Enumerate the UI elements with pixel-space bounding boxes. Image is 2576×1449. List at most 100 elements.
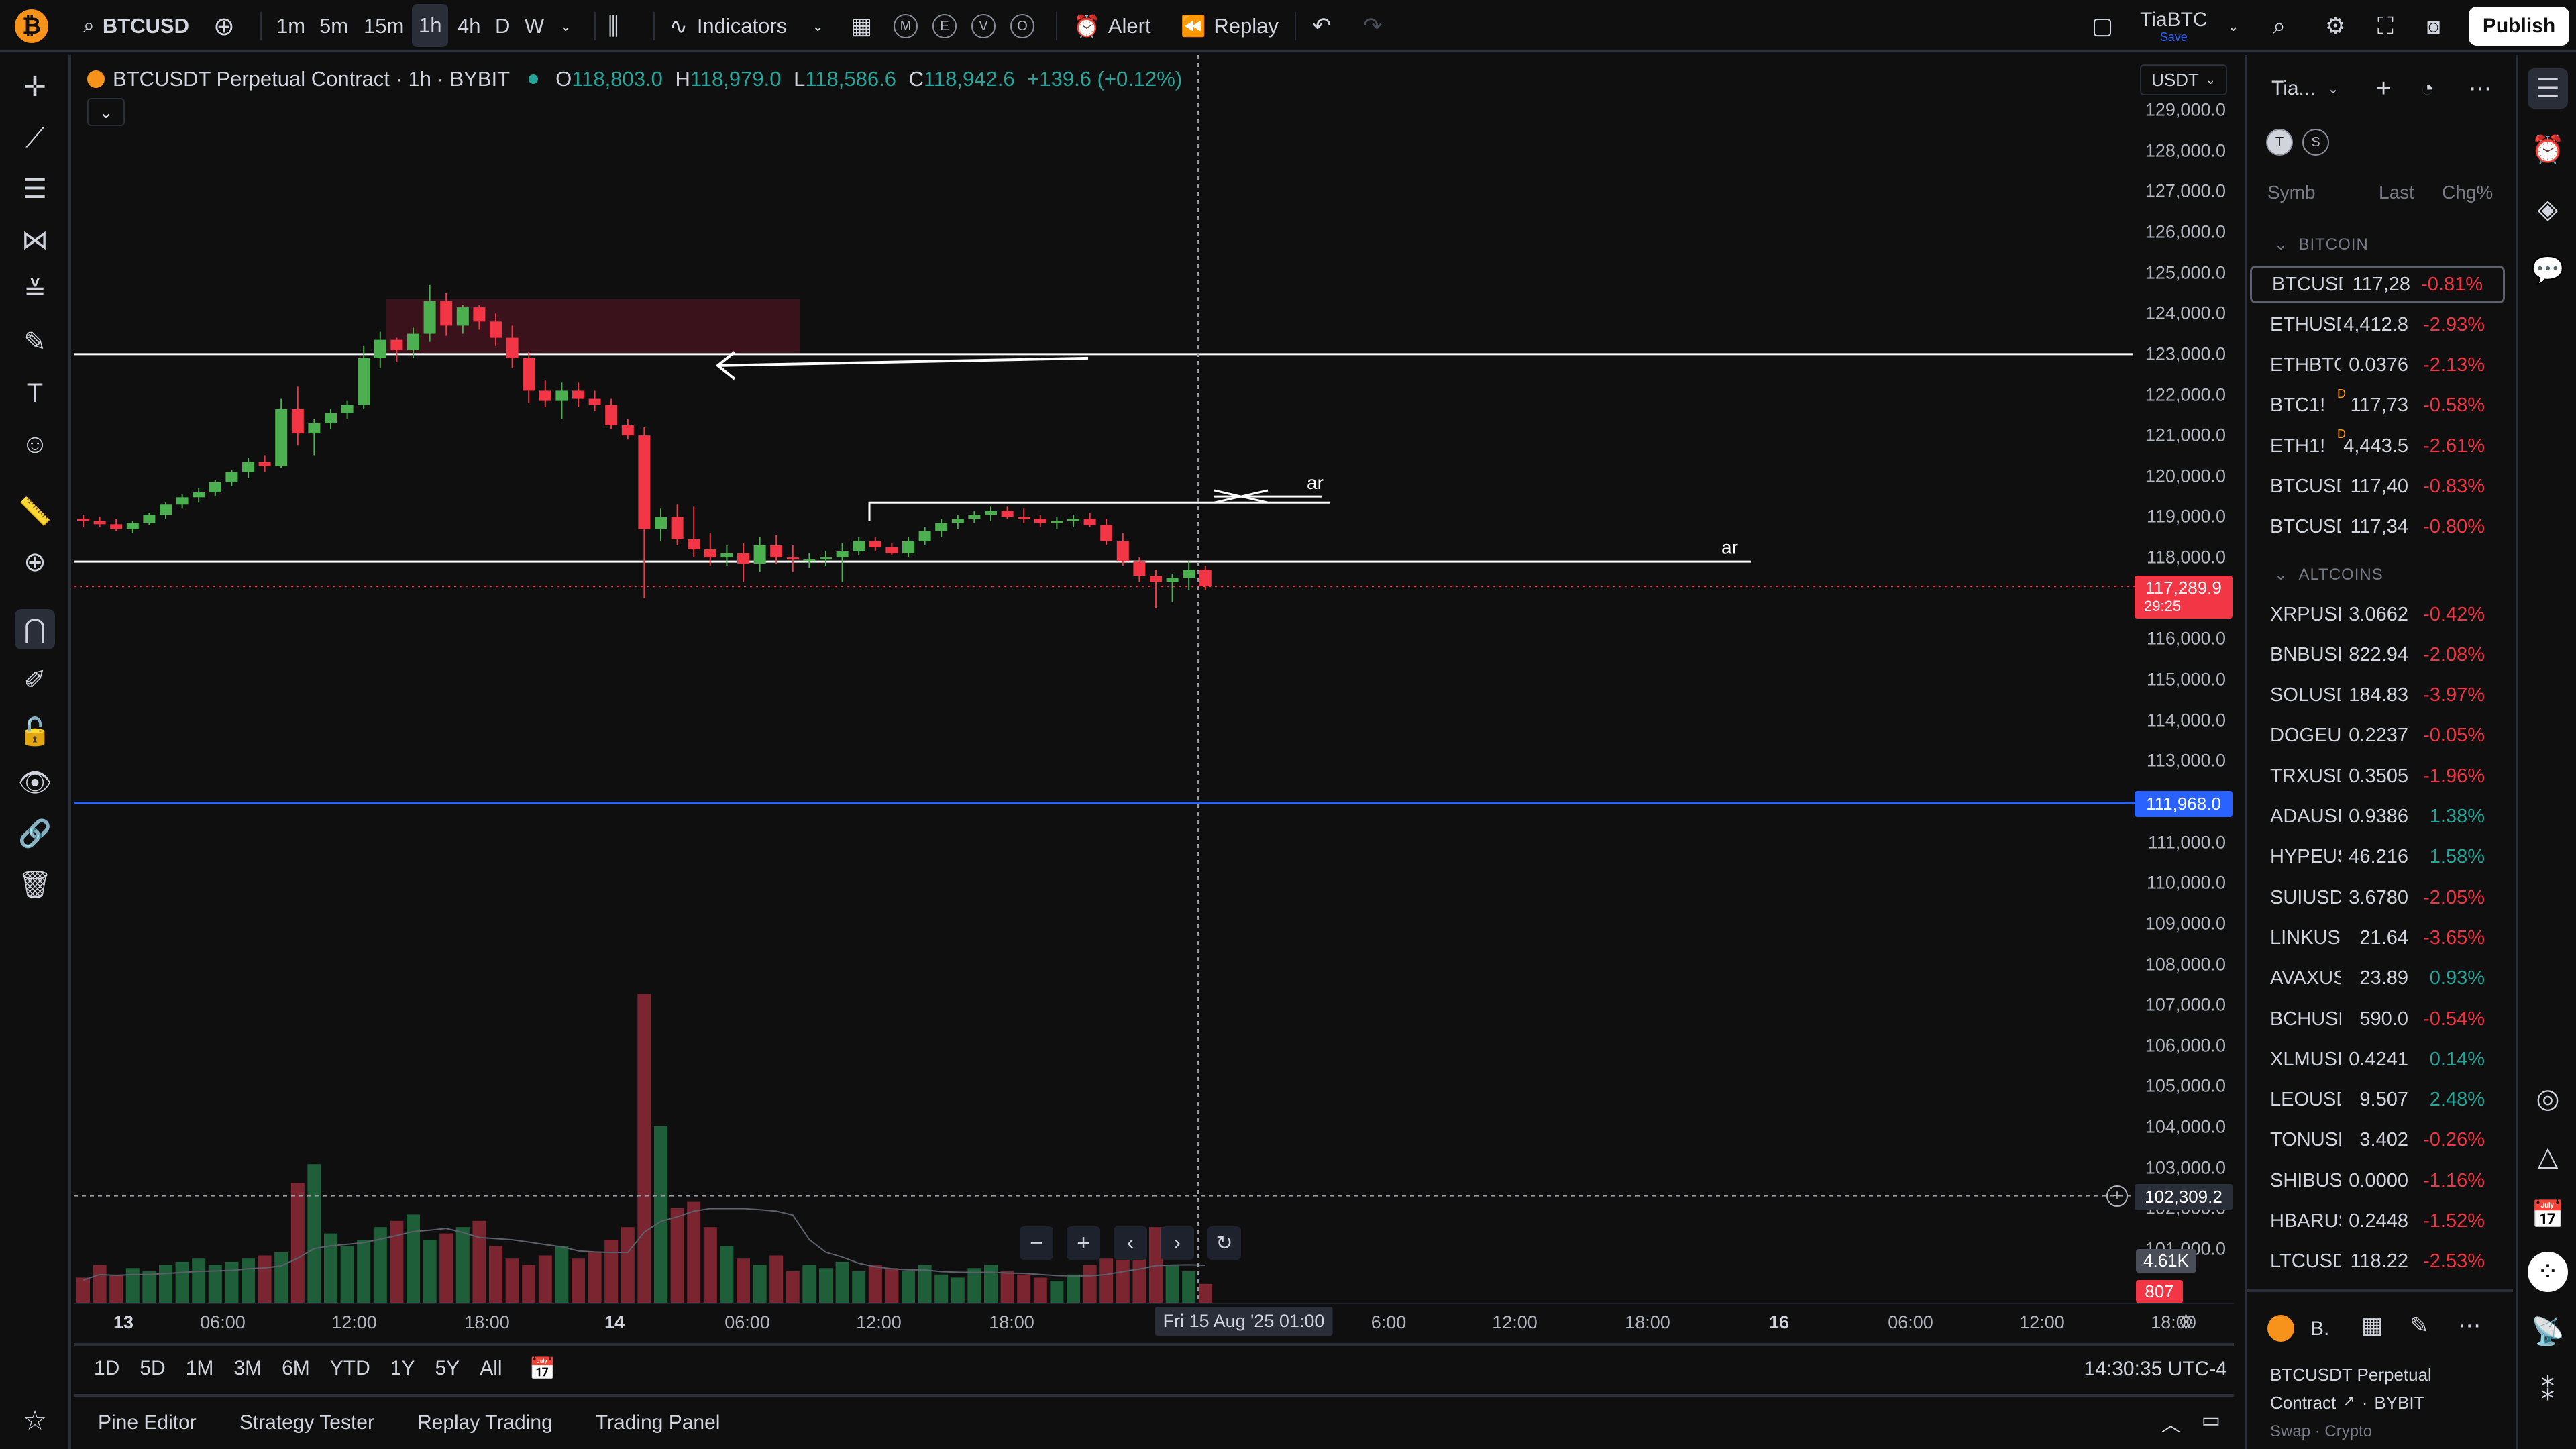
collapse-legend-chevron-down-icon[interactable]: ⌄ <box>87 98 125 126</box>
layouts-grid-icon[interactable]: ▦ <box>851 13 873 39</box>
chart-title[interactable]: BTCUSDT Perpetual Contract · 1h · BYBIT <box>113 67 511 91</box>
tag-s[interactable]: S <box>2302 129 2329 156</box>
lock-drawings-icon[interactable]: 🔓 <box>18 716 52 747</box>
interval-dropdown-icon[interactable]: ⌄ <box>559 17 572 34</box>
section-altcoins[interactable]: ⌄ ALTCOINS <box>2274 566 2383 584</box>
section-bitcoin[interactable]: ⌄ BITCOIN <box>2274 235 2369 254</box>
clock-timezone[interactable]: 14:30:35 UTC-4 <box>2084 1358 2227 1380</box>
watchlist-row[interactable]: ADAUSD 0.9386 1.38% <box>2250 798 2505 836</box>
favorites-star-icon[interactable]: ☆ <box>23 1406 47 1436</box>
indicators-dropdown-icon[interactable]: ⌄ <box>812 17 824 34</box>
chart-type-icon[interactable]: ⫼ <box>608 11 619 40</box>
publish-button[interactable]: Publish <box>2469 7 2569 46</box>
pattern-tool-icon[interactable]: ⋈ <box>21 225 48 255</box>
help-icon[interactable]: ⁑ <box>2541 1377 2555 1406</box>
detail-edit-icon[interactable]: ✎ <box>2410 1313 2429 1338</box>
apps-grid-icon[interactable]: ⁘ <box>2528 1252 2568 1292</box>
range-ytd[interactable]: YTD <box>329 1357 370 1379</box>
interval-d[interactable]: D <box>495 14 511 38</box>
detail-grid-icon[interactable]: ▦ <box>2361 1313 2383 1338</box>
chat-icon[interactable]: 💬 <box>2531 255 2565 285</box>
ideas-triangle-icon[interactable]: △ <box>2537 1142 2559 1171</box>
add-symbol-plus-icon[interactable]: + <box>2376 74 2392 103</box>
trash-icon[interactable]: 🗑 <box>17 869 52 900</box>
interval-1h[interactable]: 1h <box>412 4 449 47</box>
tab-trading-panel[interactable]: Trading Panel <box>595 1411 720 1434</box>
column-change[interactable]: Chg% <box>2442 182 2493 203</box>
price-chart[interactable]: ar ar <box>74 55 2234 1303</box>
replay-button[interactable]: ⏪ Replay <box>1181 0 1279 52</box>
range-5y[interactable]: 5Y <box>435 1357 460 1379</box>
alerts-clock-icon[interactable]: ⏰ <box>2531 134 2565 164</box>
interval-4h[interactable]: 4h <box>458 14 481 38</box>
watchlist-row[interactable]: BTCUSD 117,34 -0.80% <box>2250 508 2505 546</box>
watchlist-row[interactable]: ETH1! D 4,443.5 -2.61% <box>2250 427 2505 465</box>
layout-button-m[interactable]: M <box>894 0 918 52</box>
magnet-tool-icon[interactable]: ⋂ <box>15 609 55 649</box>
tag-t[interactable]: T <box>2266 129 2293 156</box>
interval-5m[interactable]: 5m <box>319 14 349 38</box>
goto-date-calendar-icon[interactable]: 📅 <box>529 1356 556 1381</box>
interval-15m[interactable]: 15m <box>364 14 405 38</box>
settings-gear-icon[interactable]: ⚙ <box>2325 13 2346 39</box>
app-logo-icon[interactable]: ₿ <box>15 9 48 43</box>
watchlist-row[interactable]: HBARUS 0.2448 -1.52% <box>2250 1203 2505 1240</box>
watchlist-row[interactable]: HYPEUS 46.216 1.58% <box>2250 839 2505 876</box>
stay-in-drawing-mode-icon[interactable]: ✐ <box>23 665 46 695</box>
tab-pine-editor[interactable]: Pine Editor <box>98 1411 197 1434</box>
watchlist-icon[interactable]: ☰ <box>2528 68 2568 109</box>
layout-button-v[interactable]: V <box>971 0 996 52</box>
range-5d[interactable]: 5D <box>140 1357 166 1379</box>
watchlist-row[interactable]: TRXUSD 0.3505 -1.96% <box>2250 757 2505 795</box>
currency-selector[interactable]: USDT ⌄ <box>2140 64 2227 95</box>
watchlist-row[interactable]: LEOUSD 9.507 2.48% <box>2250 1081 2505 1119</box>
crosshair-tool-icon[interactable]: ✛ <box>23 72 46 102</box>
zoom-in-button[interactable]: + <box>1067 1226 1100 1260</box>
price-axis[interactable]: 129,000.0 128,000.0 127,000.0 126,000.0 125,… <box>2133 55 2234 1316</box>
range-1m[interactable]: 1M <box>185 1357 214 1379</box>
watchlist-row[interactable]: LINKUSD 21.64 -3.65% <box>2250 919 2505 957</box>
column-last[interactable]: Last <box>2379 182 2414 203</box>
layout-button-e[interactable]: E <box>932 0 957 52</box>
target-icon[interactable]: ◎ <box>2536 1084 2560 1114</box>
undo-icon[interactable]: ↶ <box>1312 13 1332 39</box>
symbol-detail-short[interactable]: B. <box>2310 1318 2330 1340</box>
redo-icon[interactable]: ↷ <box>1363 13 1383 39</box>
watchlist-row[interactable]: TONUSD 3.402 -0.26% <box>2250 1122 2505 1159</box>
watchlist-row[interactable]: SOLUSD 184.83 -3.97% <box>2250 677 2505 714</box>
layout-button-o[interactable]: O <box>1010 0 1034 52</box>
hide-drawings-eye-icon[interactable]: 👁 <box>17 767 52 798</box>
watchlist-row[interactable]: SHIBUS 0.0000 -1.16% <box>2250 1162 2505 1199</box>
range-6m[interactable]: 6M <box>282 1357 310 1379</box>
watchlist-row[interactable]: BNBUSD 822.94 -2.08% <box>2250 636 2505 674</box>
watchlist-row[interactable]: BTCUSD 117,40 -0.83% <box>2250 468 2505 506</box>
add-alert-plus-icon[interactable]: + <box>2106 1185 2128 1207</box>
chart-pane[interactable]: ar ar BTCUSDT Perpetual Contract · 1h · B… <box>74 55 2234 1383</box>
ruler-tool-icon[interactable]: 📏 <box>18 496 52 527</box>
brush-tool-icon[interactable]: ✎ <box>23 327 46 357</box>
indicators-button[interactable]: ∿ Indicators <box>669 0 787 52</box>
alert-button[interactable]: ⏰ Alert <box>1073 0 1151 52</box>
column-symbol[interactable]: Symb <box>2267 182 2316 203</box>
range-1d[interactable]: 1D <box>94 1357 120 1379</box>
trend-line-tool-icon[interactable]: ⟋ <box>25 123 44 153</box>
zoom-out-button[interactable]: − <box>1020 1226 1053 1260</box>
zoom-in-tool-icon[interactable]: ⊕ <box>23 547 46 577</box>
reset-chart-icon[interactable]: ↻ <box>1208 1226 1241 1260</box>
watchlist-row[interactable]: SUIUSD 3.6780 -2.05% <box>2250 879 2505 916</box>
layers-icon[interactable]: ◈ <box>2537 195 2559 224</box>
watchlist-row[interactable]: AVAXUS 23.89 0.93% <box>2250 960 2505 998</box>
interval-w[interactable]: W <box>525 14 545 38</box>
quick-search-icon[interactable]: ⌕ <box>2273 13 2286 39</box>
range-3m[interactable]: 3M <box>233 1357 262 1379</box>
watchlist-row[interactable]: XRPUSD 3.0662 -0.42% <box>2250 596 2505 633</box>
symbol-search[interactable]: ⌕ BTCUSD <box>83 0 189 52</box>
watchlist-row[interactable]: XLMUSD 0.4241 0.14% <box>2250 1040 2505 1078</box>
calendar-icon[interactable]: 📅 <box>2531 1199 2565 1230</box>
interval-1m[interactable]: 1m <box>276 14 306 38</box>
watchlist-title[interactable]: Tia... ⌄ <box>2271 77 2339 99</box>
watchlist-row[interactable]: BTC1! D 117,73 -0.58% <box>2250 387 2505 425</box>
time-axis[interactable]: ⚙ 13 06:00 12:00 18:00 14 06:00 12:00 18:00 12:0… <box>74 1303 2234 1340</box>
watchlist-row[interactable]: BCHUSD 590.0 -0.54% <box>2250 1000 2505 1038</box>
layout-name-button[interactable]: TiaBTC Save <box>2140 0 2208 52</box>
